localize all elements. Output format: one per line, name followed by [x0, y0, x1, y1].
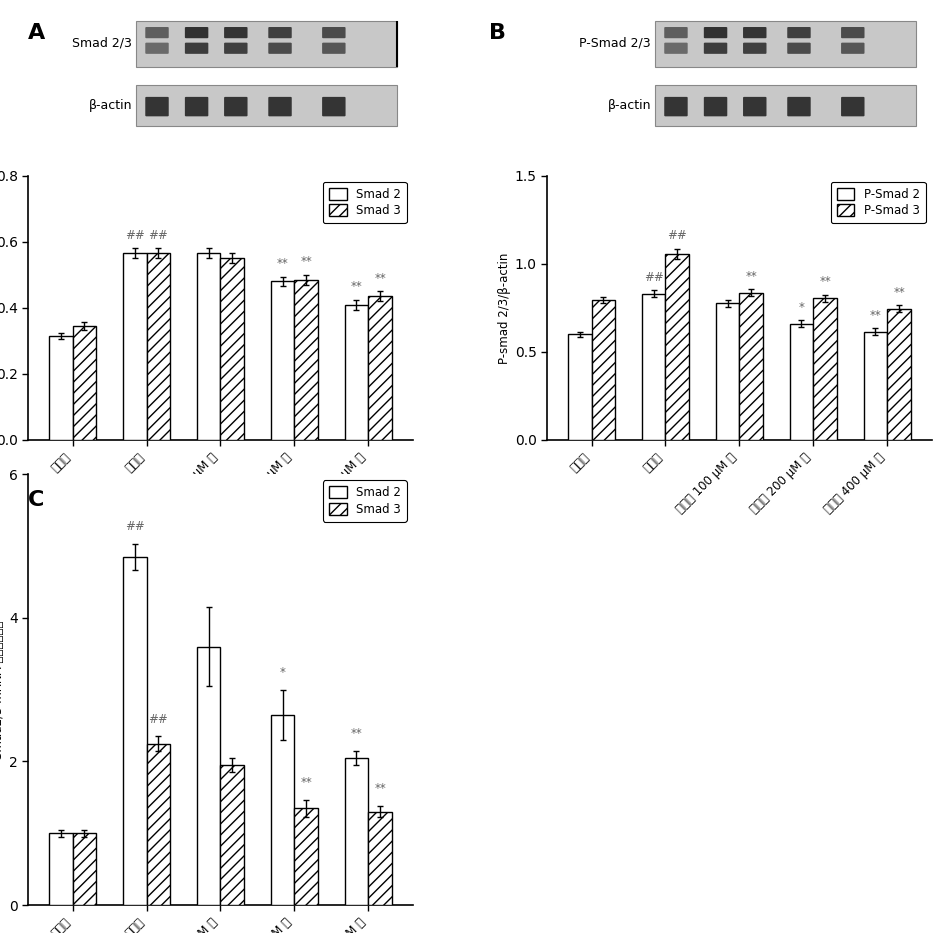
- FancyBboxPatch shape: [704, 97, 727, 117]
- FancyBboxPatch shape: [322, 43, 345, 54]
- Text: **: **: [375, 272, 386, 285]
- Text: ##: ##: [149, 229, 168, 242]
- Bar: [220, 765, 244, 905]
- FancyBboxPatch shape: [743, 97, 767, 117]
- FancyBboxPatch shape: [743, 43, 767, 54]
- Bar: [592, 299, 615, 440]
- FancyBboxPatch shape: [322, 97, 345, 117]
- Bar: [72, 833, 96, 905]
- Legend: Smad 2, Smad 3: Smad 2, Smad 3: [323, 480, 407, 522]
- Bar: [197, 647, 220, 905]
- Bar: [864, 331, 887, 440]
- FancyBboxPatch shape: [184, 43, 208, 54]
- Bar: [567, 334, 592, 440]
- Text: **: **: [351, 280, 362, 293]
- Y-axis label: Smad2/3 mRNA 的相对表达量: Smad2/3 mRNA 的相对表达量: [0, 620, 5, 759]
- FancyBboxPatch shape: [788, 43, 811, 54]
- Bar: [295, 280, 318, 440]
- Bar: [665, 254, 689, 440]
- Text: **: **: [820, 275, 831, 288]
- Bar: [271, 282, 295, 440]
- FancyBboxPatch shape: [788, 27, 811, 38]
- Bar: [655, 85, 917, 126]
- Y-axis label: P-smad 2/3/β-actin: P-smad 2/3/β-actin: [498, 252, 511, 364]
- Text: **: **: [277, 257, 288, 270]
- Text: **: **: [300, 256, 312, 269]
- FancyBboxPatch shape: [268, 43, 292, 54]
- FancyBboxPatch shape: [704, 43, 727, 54]
- FancyBboxPatch shape: [145, 43, 168, 54]
- Text: **: **: [351, 727, 362, 740]
- FancyBboxPatch shape: [184, 27, 208, 38]
- Bar: [220, 258, 244, 440]
- FancyBboxPatch shape: [224, 27, 247, 38]
- Text: *: *: [279, 666, 285, 679]
- Text: B: B: [489, 23, 506, 43]
- Legend: P-Smad 2, P-Smad 3: P-Smad 2, P-Smad 3: [831, 182, 926, 223]
- Text: β-actin: β-actin: [608, 99, 651, 112]
- Bar: [740, 293, 763, 440]
- Bar: [271, 715, 295, 905]
- FancyBboxPatch shape: [224, 43, 247, 54]
- Text: **: **: [869, 309, 882, 322]
- Text: ##: ##: [149, 713, 168, 726]
- FancyBboxPatch shape: [224, 97, 247, 117]
- Text: C: C: [28, 490, 44, 509]
- Bar: [344, 304, 368, 440]
- FancyBboxPatch shape: [145, 27, 168, 38]
- FancyBboxPatch shape: [664, 27, 688, 38]
- Bar: [716, 303, 740, 440]
- Text: **: **: [893, 285, 905, 299]
- Text: **: **: [300, 775, 312, 788]
- Bar: [295, 808, 318, 905]
- Bar: [344, 758, 368, 905]
- FancyBboxPatch shape: [268, 97, 292, 117]
- Text: ##: ##: [644, 271, 663, 284]
- Bar: [72, 326, 96, 440]
- FancyBboxPatch shape: [841, 97, 865, 117]
- Text: A: A: [28, 23, 45, 43]
- Text: β-actin: β-actin: [88, 99, 132, 112]
- FancyBboxPatch shape: [743, 27, 767, 38]
- Text: **: **: [375, 782, 386, 795]
- FancyBboxPatch shape: [268, 27, 292, 38]
- FancyBboxPatch shape: [788, 97, 811, 117]
- Text: Smad 2/3: Smad 2/3: [72, 36, 132, 49]
- FancyBboxPatch shape: [664, 43, 688, 54]
- FancyBboxPatch shape: [184, 97, 208, 117]
- FancyBboxPatch shape: [145, 97, 168, 117]
- Bar: [123, 557, 147, 905]
- Bar: [368, 812, 392, 905]
- FancyBboxPatch shape: [841, 43, 865, 54]
- Bar: [49, 833, 72, 905]
- Bar: [887, 309, 911, 440]
- Bar: [197, 254, 220, 440]
- Text: P-Smad 2/3: P-Smad 2/3: [580, 36, 651, 49]
- FancyBboxPatch shape: [704, 27, 727, 38]
- Legend: Smad 2, Smad 3: Smad 2, Smad 3: [323, 182, 407, 223]
- Text: *: *: [799, 300, 805, 313]
- Bar: [813, 299, 837, 440]
- Bar: [789, 324, 813, 440]
- Bar: [147, 744, 170, 905]
- Bar: [642, 294, 665, 440]
- Text: ##: ##: [125, 229, 145, 242]
- Bar: [136, 21, 397, 67]
- Text: ##: ##: [125, 521, 145, 534]
- Bar: [49, 336, 72, 440]
- FancyBboxPatch shape: [841, 27, 865, 38]
- Bar: [147, 254, 170, 440]
- FancyBboxPatch shape: [322, 27, 345, 38]
- Text: ##: ##: [667, 230, 687, 243]
- Bar: [136, 85, 397, 126]
- Bar: [655, 21, 917, 67]
- Bar: [368, 297, 392, 440]
- FancyBboxPatch shape: [664, 97, 688, 117]
- Bar: [123, 254, 147, 440]
- Text: **: **: [745, 270, 758, 283]
